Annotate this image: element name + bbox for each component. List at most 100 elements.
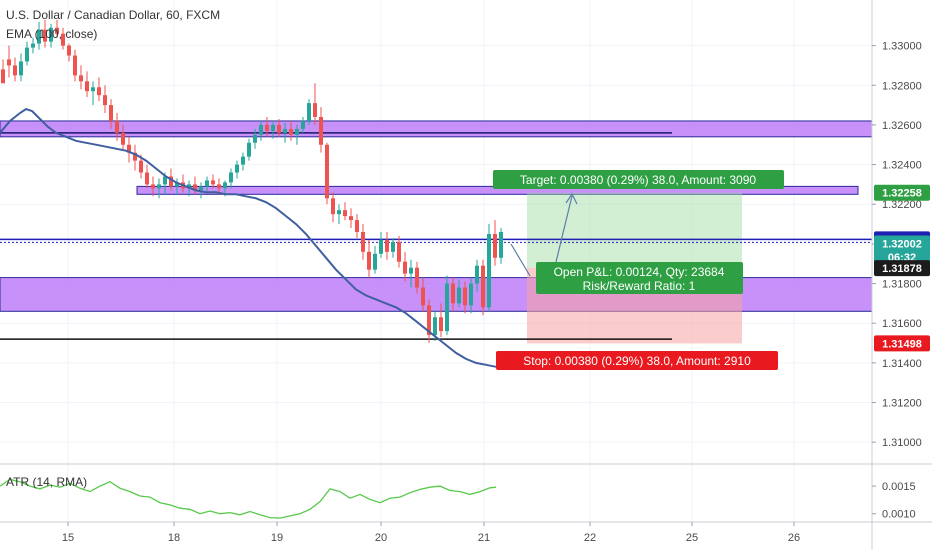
- price-tick-label: 1.32400: [882, 160, 922, 172]
- candle-body: [499, 231, 503, 258]
- time-tick-label: 15: [62, 532, 74, 544]
- candle-body: [421, 287, 425, 306]
- candle-body: [187, 184, 191, 189]
- candle-body: [289, 128, 293, 135]
- candle-body: [481, 265, 485, 308]
- candle-body: [151, 184, 155, 189]
- candle-body: [367, 251, 371, 270]
- time-tick-label: 22: [584, 532, 596, 544]
- candle-body: [271, 124, 275, 131]
- target-label-text: Target: 0.00380 (0.29%) 38.0, Amount: 30…: [520, 173, 756, 187]
- candle-body: [349, 216, 353, 221]
- candle-body: [283, 128, 287, 133]
- candle-body: [175, 182, 179, 187]
- candle-body: [373, 253, 377, 270]
- candle-body: [487, 233, 491, 308]
- candle-body: [325, 144, 329, 199]
- candle-body: [217, 184, 221, 189]
- candle-body: [493, 233, 497, 258]
- candle-body: [91, 87, 95, 92]
- atr-indicator-label[interactable]: ATR (14, RMA): [6, 475, 88, 489]
- candle-body: [55, 27, 59, 34]
- candle-body: [247, 142, 251, 157]
- candle-body: [343, 210, 347, 217]
- candle-body: [229, 172, 233, 183]
- stop-price-tag-text: 1.31498: [882, 338, 922, 350]
- candle-body: [157, 184, 161, 189]
- candle-body: [223, 182, 227, 189]
- candle-body: [319, 116, 323, 145]
- stop-label-text: Stop: 0.00380 (0.29%) 38.0, Amount: 2910: [523, 354, 751, 368]
- candle-body: [103, 95, 107, 106]
- candle-body: [235, 164, 239, 173]
- target-price-tag-text: 1.32258: [882, 188, 922, 200]
- candle-body: [25, 47, 29, 62]
- candle-body: [115, 120, 119, 133]
- candle-body: [127, 144, 131, 153]
- stop-price-tag: [874, 335, 930, 352]
- ema-line: [0, 108, 497, 368]
- candle-body: [355, 220, 359, 232]
- ema-indicator-label[interactable]: EMA (100, close): [6, 27, 98, 41]
- candle-body: [19, 61, 23, 76]
- candle-body: [253, 134, 257, 143]
- grid: [0, 0, 872, 522]
- candle-body: [307, 103, 311, 121]
- price-tick-label: 1.31400: [882, 358, 922, 370]
- candle-body: [1, 69, 5, 84]
- candle-body: [331, 198, 335, 215]
- time-tick-label: 21: [478, 532, 490, 544]
- atr-tick-label: 0.0015: [882, 481, 916, 493]
- price-tick-label: 1.31600: [882, 318, 922, 330]
- candle-body: [139, 160, 143, 173]
- target-price-tag: [874, 184, 930, 201]
- candle-body: [385, 239, 389, 252]
- time-tick-label: 25: [686, 532, 698, 544]
- candle-body: [403, 261, 407, 274]
- target-arrow-head: [565, 192, 578, 205]
- candle-body: [61, 33, 65, 46]
- candle-body: [169, 176, 173, 187]
- candle-body: [391, 241, 395, 252]
- candles: [1, 19, 503, 344]
- open-pnl-line1: Open P&L: 0.00124, Qty: 23684: [554, 265, 725, 279]
- target-label-box: [493, 170, 784, 189]
- candle-body: [13, 65, 17, 76]
- open-pnl-box: [536, 262, 743, 294]
- open-pnl-line2: Risk/Reward Ratio: 1: [583, 279, 696, 293]
- candle-body: [109, 105, 113, 121]
- price-tick-label: 1.31000: [882, 437, 922, 449]
- symbol-title: U.S. Dollar / Canadian Dollar, 60, FXCM: [6, 8, 221, 22]
- candle-body: [163, 176, 167, 185]
- ema-series: [0, 108, 497, 368]
- candle-body: [133, 152, 137, 161]
- candle-body: [439, 317, 443, 332]
- candle-body: [37, 29, 41, 44]
- candle-body: [43, 29, 47, 42]
- position-labels: Target: 0.00380 (0.29%) 38.0, Amount: 30…: [493, 170, 784, 370]
- candle-body: [121, 132, 125, 145]
- candle-body: [337, 210, 341, 215]
- last-price-tag: [874, 235, 930, 252]
- target-arrow: [555, 195, 573, 263]
- candle-body: [433, 317, 437, 336]
- candle-body: [49, 27, 53, 42]
- candle-body: [295, 128, 299, 135]
- candle-body: [409, 267, 413, 274]
- candle-body: [211, 180, 215, 185]
- candle-body: [457, 287, 461, 304]
- candle-body: [145, 172, 149, 185]
- candle-body: [379, 239, 383, 254]
- candle-body: [475, 265, 479, 284]
- candle-body: [445, 283, 449, 332]
- candle-body: [7, 59, 11, 66]
- candle-body: [97, 87, 101, 96]
- candle-body: [259, 124, 263, 135]
- price-tick-label: 1.32200: [882, 199, 922, 211]
- horizontal-lines: [0, 238, 872, 340]
- stop-label-box: [496, 351, 778, 370]
- candle-body: [67, 45, 71, 56]
- entry-price-tag: [874, 260, 930, 277]
